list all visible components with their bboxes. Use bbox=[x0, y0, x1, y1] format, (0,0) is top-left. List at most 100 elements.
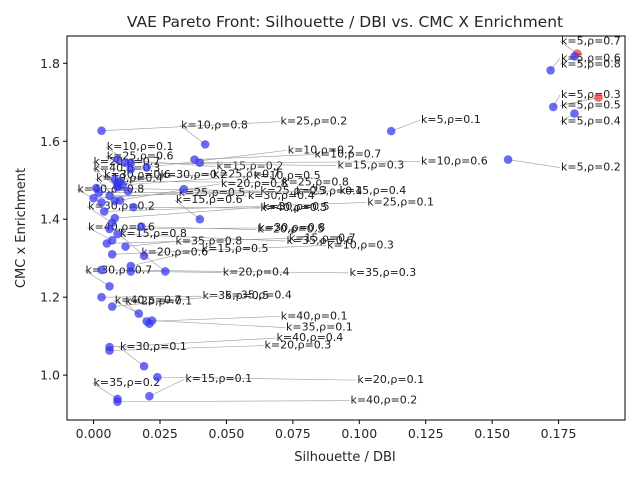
point-label-leader bbox=[508, 159, 561, 168]
point-label-leader bbox=[146, 150, 287, 168]
x-axis-ticks: 0.000 0.025 0.050 0.075 0.100 0.125 0.150 0.175 bbox=[76, 420, 576, 441]
point-label-leader bbox=[109, 337, 276, 348]
point-label-leader bbox=[76, 189, 102, 203]
x-tick-label: 0.075 bbox=[275, 426, 311, 441]
data-point bbox=[97, 126, 106, 136]
point-label-leader bbox=[118, 233, 145, 257]
point-label: k=30,ρ=0.7 bbox=[86, 263, 153, 276]
point-label-leader bbox=[117, 400, 350, 402]
point-label: k=20,ρ=0.3 bbox=[265, 339, 332, 352]
point-label-leader bbox=[122, 175, 253, 186]
point-label-leader bbox=[112, 295, 225, 307]
point-label: k=10,ρ=0.7 bbox=[315, 148, 382, 161]
point-label: k=15,ρ=0.4 bbox=[340, 184, 407, 197]
point-label-leader bbox=[120, 181, 282, 183]
point-label: k=20,ρ=0.8 bbox=[221, 177, 288, 190]
point-label: k=35,ρ=0.4 bbox=[225, 289, 292, 302]
data-point bbox=[546, 66, 555, 75]
data-point bbox=[126, 158, 136, 168]
point-label: k=40,ρ=0.1 bbox=[281, 309, 348, 322]
point-label: k=40,ρ=0.4 bbox=[277, 331, 344, 344]
x-tick-label: 0.150 bbox=[474, 426, 510, 441]
data-point bbox=[113, 397, 122, 406]
data-point bbox=[105, 346, 114, 355]
point-label-leader bbox=[92, 382, 118, 400]
point-label-leader bbox=[130, 248, 201, 267]
point-label: k=10,ρ=0.5 bbox=[254, 169, 321, 182]
point-label: k=15,ρ=0.3 bbox=[337, 159, 404, 172]
x-tick-label: 0.000 bbox=[76, 426, 112, 441]
point-label: k=5,ρ=0.8 bbox=[561, 57, 621, 70]
data-point bbox=[200, 140, 210, 149]
point-label: k=40,ρ=0.6 bbox=[88, 220, 155, 233]
point-label: k=5,ρ=0.7 bbox=[561, 35, 621, 48]
data-point bbox=[570, 51, 579, 61]
point-label: k=10,ρ=0.6 bbox=[421, 155, 488, 168]
point-label-leader bbox=[179, 125, 206, 145]
point-label: k=35,ρ=0.2 bbox=[93, 376, 160, 389]
point-label: k=15,ρ=0.1 bbox=[185, 372, 252, 385]
point-label-leader bbox=[109, 345, 264, 351]
point-label: k=25,ρ=0.1 bbox=[367, 195, 434, 208]
point-label: k=10,ρ=0.1 bbox=[107, 140, 174, 153]
data-point bbox=[139, 361, 149, 371]
plot-area-frame bbox=[66, 35, 626, 421]
data-point bbox=[134, 309, 144, 318]
point-label: k=15,ρ=0.8 bbox=[120, 227, 187, 240]
point-label: k=35,ρ=0.6 bbox=[286, 234, 353, 247]
point-label: k=20,ρ=0.5 bbox=[257, 223, 324, 236]
point-label-leader bbox=[87, 206, 113, 223]
y-tick-label: 1.0 bbox=[40, 368, 60, 383]
data-point bbox=[137, 222, 146, 231]
point-label-leader bbox=[157, 376, 357, 381]
point-layer bbox=[89, 49, 603, 406]
point-label: k=30,ρ=0.5 bbox=[263, 200, 330, 213]
data-point bbox=[161, 267, 170, 276]
point-label-leader bbox=[106, 238, 288, 244]
point-label: k=40,ρ=0.2 bbox=[350, 394, 417, 407]
data-point bbox=[97, 292, 106, 302]
point-label-leader bbox=[101, 295, 202, 298]
point-label: k=5,ρ=0.5 bbox=[561, 99, 621, 112]
data-point bbox=[145, 319, 154, 329]
data-point bbox=[99, 207, 109, 216]
point-label: k=25,ρ=0.5 bbox=[179, 186, 246, 199]
point-label: k=25,ρ=0.1 bbox=[125, 295, 192, 308]
data-point bbox=[153, 372, 162, 382]
point-label: k=25,ρ=0.3 bbox=[260, 184, 327, 197]
point-label: k=35,ρ=0.8 bbox=[175, 235, 242, 248]
data-point bbox=[105, 224, 114, 234]
x-tick-label: 0.025 bbox=[142, 426, 178, 441]
data-point bbox=[145, 391, 154, 401]
point-label-leader bbox=[149, 378, 185, 397]
data-point bbox=[89, 193, 98, 203]
point-label-leader bbox=[130, 271, 222, 273]
point-label-leader bbox=[174, 199, 201, 220]
data-point bbox=[123, 186, 133, 196]
point-label-leader bbox=[559, 97, 599, 106]
point-label: k=20,ρ=0.4 bbox=[223, 265, 290, 278]
x-tick-label: 0.050 bbox=[209, 426, 245, 441]
point-label: k=10,ρ=0.3 bbox=[327, 238, 394, 251]
pareto-point bbox=[594, 93, 603, 102]
data-point bbox=[107, 302, 117, 311]
data-point bbox=[97, 198, 106, 207]
point-label-leader bbox=[101, 269, 349, 274]
data-point bbox=[195, 214, 205, 224]
y-tick-label: 1.8 bbox=[40, 56, 60, 71]
point-label-leader bbox=[146, 316, 280, 322]
point-label-leader bbox=[114, 206, 262, 219]
y-axis-title: CMC x Enrichment bbox=[14, 168, 29, 288]
point-label: k=30,ρ=0.8 bbox=[259, 221, 326, 234]
point-label-leader bbox=[114, 174, 212, 180]
data-point bbox=[195, 158, 205, 168]
point-label-leader bbox=[104, 202, 367, 212]
point-label-leader bbox=[109, 227, 258, 230]
data-point bbox=[94, 188, 104, 198]
data-point bbox=[113, 155, 122, 164]
data-point bbox=[126, 267, 136, 276]
data-point bbox=[386, 126, 396, 136]
point-label-leader bbox=[194, 154, 314, 160]
data-point bbox=[102, 239, 112, 248]
point-label: k=5,ρ=0.4 bbox=[561, 115, 621, 128]
